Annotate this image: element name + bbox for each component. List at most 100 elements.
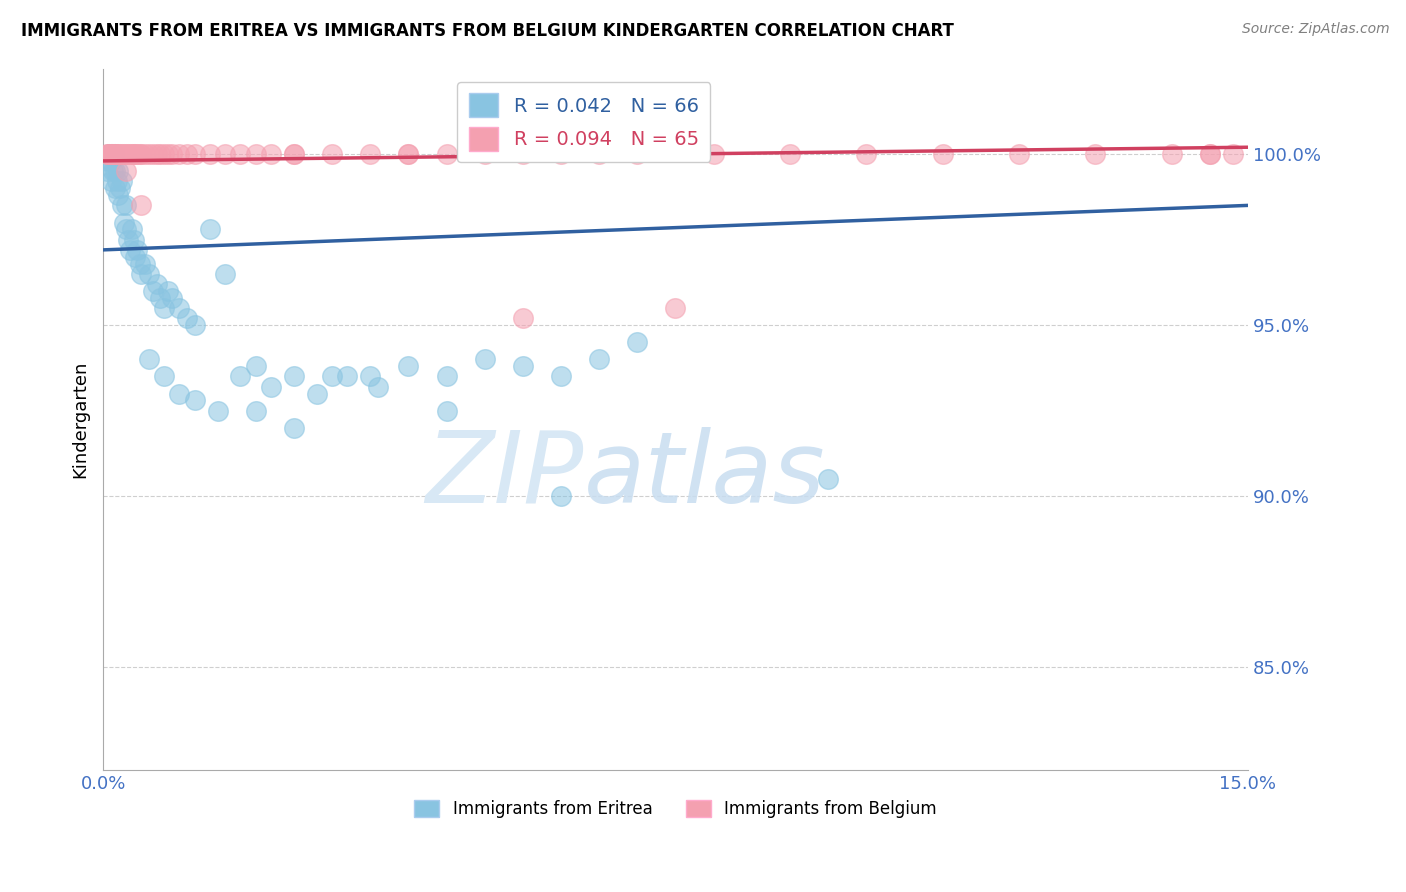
Point bbox=[122, 233, 145, 247]
Point bbox=[121, 147, 143, 161]
Text: atlas: atlas bbox=[583, 427, 825, 524]
Point bbox=[156, 284, 179, 298]
Point bbox=[98, 147, 121, 161]
Point bbox=[127, 243, 149, 257]
Point bbox=[931, 147, 953, 161]
Point bbox=[149, 291, 172, 305]
Point bbox=[779, 147, 801, 161]
Point bbox=[550, 147, 572, 161]
Point bbox=[134, 256, 156, 270]
Point bbox=[114, 147, 136, 161]
Point bbox=[198, 147, 221, 161]
Point bbox=[283, 421, 305, 435]
Point bbox=[359, 369, 381, 384]
Point bbox=[550, 489, 572, 503]
Point bbox=[1222, 147, 1244, 161]
Point bbox=[664, 301, 686, 315]
Point bbox=[103, 164, 125, 178]
Point bbox=[97, 153, 120, 168]
Point bbox=[118, 147, 141, 161]
Point bbox=[260, 147, 283, 161]
Point bbox=[283, 147, 305, 161]
Point bbox=[245, 147, 267, 161]
Point bbox=[138, 267, 160, 281]
Point bbox=[118, 243, 141, 257]
Point bbox=[245, 403, 267, 417]
Point bbox=[117, 233, 139, 247]
Point bbox=[96, 147, 118, 161]
Point bbox=[160, 147, 183, 161]
Point bbox=[512, 311, 534, 326]
Point bbox=[436, 403, 458, 417]
Point bbox=[128, 256, 150, 270]
Point bbox=[103, 147, 125, 161]
Point bbox=[283, 147, 305, 161]
Point bbox=[134, 147, 156, 161]
Point bbox=[703, 147, 725, 161]
Point bbox=[626, 335, 648, 350]
Point bbox=[101, 147, 124, 161]
Point bbox=[321, 147, 343, 161]
Point bbox=[396, 359, 419, 374]
Point bbox=[229, 147, 252, 161]
Point bbox=[512, 147, 534, 161]
Text: ZIP: ZIP bbox=[426, 427, 583, 524]
Point bbox=[107, 147, 129, 161]
Y-axis label: Kindergarten: Kindergarten bbox=[72, 360, 89, 478]
Point bbox=[367, 380, 389, 394]
Point bbox=[115, 222, 138, 236]
Point bbox=[396, 147, 419, 161]
Point bbox=[96, 164, 118, 178]
Text: Source: ZipAtlas.com: Source: ZipAtlas.com bbox=[1241, 22, 1389, 37]
Point bbox=[103, 181, 125, 195]
Point bbox=[550, 369, 572, 384]
Point bbox=[105, 147, 128, 161]
Point bbox=[107, 188, 129, 202]
Point bbox=[101, 147, 124, 161]
Point bbox=[145, 147, 167, 161]
Point bbox=[111, 147, 134, 161]
Point bbox=[183, 147, 205, 161]
Point bbox=[436, 369, 458, 384]
Point bbox=[153, 147, 176, 161]
Point bbox=[588, 147, 610, 161]
Point bbox=[855, 147, 877, 161]
Point bbox=[124, 250, 146, 264]
Point bbox=[245, 359, 267, 374]
Point bbox=[149, 147, 172, 161]
Point bbox=[512, 359, 534, 374]
Point bbox=[145, 277, 167, 291]
Legend: Immigrants from Eritrea, Immigrants from Belgium: Immigrants from Eritrea, Immigrants from… bbox=[408, 793, 943, 825]
Point bbox=[1198, 147, 1220, 161]
Point bbox=[108, 147, 131, 161]
Point bbox=[359, 147, 381, 161]
Point bbox=[138, 147, 160, 161]
Point bbox=[129, 267, 152, 281]
Point bbox=[1084, 147, 1107, 161]
Point bbox=[153, 369, 176, 384]
Point bbox=[474, 352, 496, 367]
Point bbox=[129, 198, 152, 212]
Point bbox=[129, 147, 152, 161]
Point bbox=[115, 147, 138, 161]
Point bbox=[214, 147, 236, 161]
Point bbox=[183, 318, 205, 333]
Point bbox=[183, 393, 205, 408]
Point bbox=[336, 369, 359, 384]
Point bbox=[474, 147, 496, 161]
Point bbox=[626, 147, 648, 161]
Point bbox=[100, 147, 122, 161]
Point bbox=[156, 147, 179, 161]
Point bbox=[121, 222, 143, 236]
Point bbox=[124, 147, 146, 161]
Point bbox=[321, 369, 343, 384]
Point bbox=[127, 147, 149, 161]
Point bbox=[100, 147, 122, 161]
Point bbox=[153, 301, 176, 315]
Point bbox=[142, 284, 165, 298]
Point bbox=[128, 147, 150, 161]
Point bbox=[588, 352, 610, 367]
Point bbox=[105, 174, 128, 188]
Point bbox=[396, 147, 419, 161]
Point bbox=[1160, 147, 1182, 161]
